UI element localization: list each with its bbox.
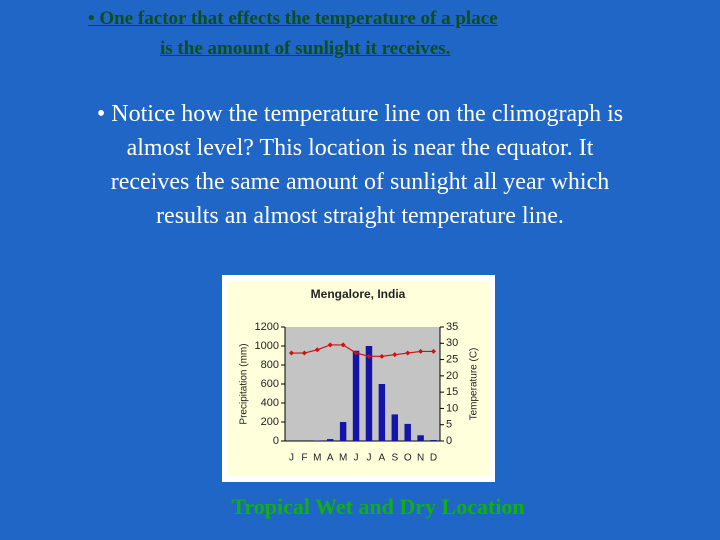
y2-tick-label: 0 (446, 435, 452, 447)
y2-tick-label: 20 (446, 370, 458, 382)
heading-line: is the amount of sunlight it receives. (160, 38, 451, 59)
y-tick-label: 400 (261, 397, 279, 409)
y2-axis-label: Temperature (C) (469, 348, 480, 421)
y-tick-label: 1200 (255, 321, 279, 333)
temperature-marker (379, 353, 385, 359)
body-line: • Notice how the temperature line on the… (96, 101, 624, 127)
x-tick-label: J (354, 453, 359, 464)
bar (391, 414, 399, 441)
y2-tick-label: 30 (446, 337, 458, 349)
y-tick-label: 600 (261, 378, 279, 390)
y2-tick-label: 15 (446, 386, 458, 398)
y2-tick-label: 5 (446, 419, 452, 431)
bar (404, 423, 411, 441)
temperature-marker (418, 348, 424, 354)
temperature-marker (366, 353, 372, 359)
body-line: receives the same amount of sunlight all… (110, 169, 610, 195)
caption: Tropical Wet and Dry Location (231, 494, 525, 519)
x-tick-label: J (289, 453, 294, 464)
x-tick-label: M (313, 453, 321, 464)
x-tick-label: M (339, 453, 347, 464)
bar (352, 350, 360, 441)
bar (339, 422, 347, 441)
y-tick-label: 0 (273, 435, 279, 447)
x-tick-label: S (391, 453, 398, 464)
bar (326, 439, 334, 441)
body-line: almost level? This location is near the … (126, 135, 594, 161)
y2-tick-label: 10 (446, 402, 458, 414)
body-line: results an almost straight temperature l… (156, 203, 564, 229)
y-tick-label: 1000 (255, 340, 279, 352)
temperature-marker (431, 348, 437, 354)
y-axis-label: Precipitation (mm) (239, 343, 250, 424)
y2-tick-label: 25 (446, 353, 458, 365)
bar (430, 440, 437, 441)
temperature-marker (353, 350, 359, 356)
chart-title: Mengalore, India (311, 287, 406, 301)
x-tick-label: O (404, 453, 412, 464)
climograph: Mengalore, India Precipitation (mm) Temp… (222, 275, 495, 482)
temperature-marker (392, 352, 398, 358)
heading-line: • One factor that effects the temperatur… (88, 8, 498, 29)
x-tick-label: A (379, 453, 386, 464)
temperature-marker (314, 347, 320, 353)
x-tick-label: D (430, 453, 437, 464)
bar (365, 346, 373, 441)
temperature-marker (327, 342, 333, 348)
temperature-marker (340, 342, 346, 348)
temperature-marker (301, 350, 307, 356)
x-tick-label: J (366, 453, 371, 464)
temperature-marker (288, 350, 294, 356)
y-tick-label: 200 (261, 416, 279, 428)
bar (417, 435, 424, 441)
temperature-marker (405, 350, 411, 356)
y2-tick-label: 35 (446, 321, 458, 333)
x-tick-label: F (301, 453, 307, 464)
plot-area (285, 327, 440, 441)
bar (378, 384, 386, 441)
x-tick-label: A (327, 453, 334, 464)
y-tick-label: 800 (261, 359, 279, 371)
x-tick-label: N (417, 453, 424, 464)
